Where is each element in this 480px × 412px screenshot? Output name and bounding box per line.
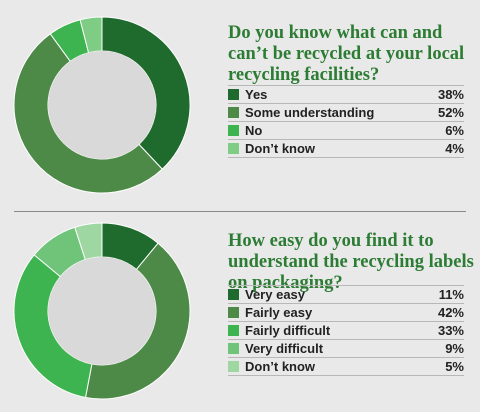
donut-hole — [48, 51, 156, 159]
donut-chart-recycling-knowledge — [13, 16, 191, 194]
chart-title: How easy do you find it to understand th… — [228, 231, 474, 293]
legend-item-fairly-easy: Fairly easy 42% — [228, 304, 464, 322]
legend-item-very-easy: Very easy 11% — [228, 285, 464, 304]
donut-hole — [48, 257, 156, 365]
legend-item-some-understanding: Some understanding 52% — [228, 104, 464, 122]
legend-item-very-difficult: Very difficult 9% — [228, 340, 464, 358]
legend-item-fairly-difficult: Fairly difficult 33% — [228, 322, 464, 340]
legend-swatch — [228, 143, 239, 154]
legend-swatch — [228, 289, 239, 300]
legend-label: Don’t know — [245, 359, 316, 374]
chart-panel-label-understanding: How easy do you find it to understand th… — [0, 212, 480, 412]
donut-chart-label-understanding — [13, 222, 191, 400]
legend-value: 4% — [445, 141, 464, 156]
legend-value: 11% — [438, 287, 464, 302]
chart-legend: Yes 38% Some understanding 52% No 6% Don’t kno… — [228, 85, 464, 158]
chart-panel-recycling-knowledge: Do you know what can and can’t be recycl… — [13, 16, 465, 194]
chart-title: Do you know what can and can’t be recycl… — [228, 23, 465, 85]
legend-swatch — [228, 89, 239, 100]
legend-item-yes: Yes 38% — [228, 85, 464, 104]
legend-label: Yes — [245, 87, 268, 102]
legend-value: 38% — [437, 87, 464, 102]
legend-value: 9% — [445, 341, 464, 356]
legend-swatch — [228, 307, 239, 318]
legend-label: No — [245, 123, 263, 138]
legend-label: Very easy — [245, 287, 306, 302]
section-divider — [14, 211, 466, 212]
legend-value: 5% — [445, 359, 464, 374]
legend-swatch — [228, 361, 239, 372]
slice-fairly-easy — [84, 242, 191, 400]
legend-value: 6% — [445, 123, 464, 138]
legend-item-don-t-know: Don’t know 5% — [228, 358, 464, 376]
legend-swatch — [228, 107, 239, 118]
legend-label: Fairly difficult — [245, 323, 331, 338]
legend-label: Fairly easy — [245, 305, 313, 320]
legend-value: 52% — [437, 105, 464, 120]
legend-item-don-t-know: Don’t know 4% — [228, 140, 464, 158]
chart-legend: Very easy 11% Fairly easy 42% Fairly difficu… — [228, 285, 464, 376]
legend-label: Don’t know — [245, 141, 316, 156]
legend-label: Very difficult — [245, 341, 324, 356]
legend-swatch — [228, 125, 239, 136]
legend-swatch — [228, 325, 239, 336]
legend-value: 42% — [437, 305, 464, 320]
legend-item-no: No 6% — [228, 122, 464, 140]
legend-value: 33% — [437, 323, 464, 338]
legend-label: Some understanding — [245, 105, 375, 120]
legend-swatch — [228, 343, 239, 354]
